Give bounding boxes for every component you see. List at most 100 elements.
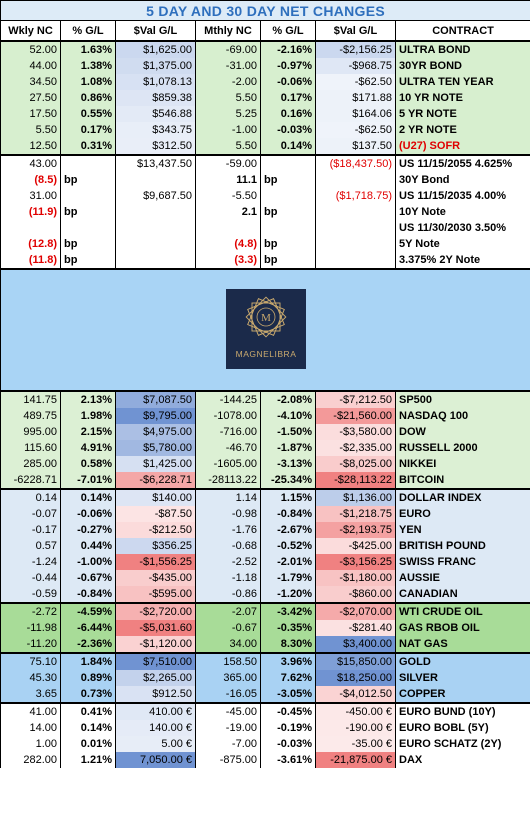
value-cell: -0.03% — [260, 736, 316, 752]
table-row: 489.75 1.98% $9,795.00 -1078.00 -4.10% -$21,5… — [0, 408, 530, 424]
contract-name: RUSSELL 2000 — [394, 440, 530, 456]
table-row: 44.00 1.38% $1,375.00 -31.00 -0.97% -$968.75 3… — [0, 58, 530, 74]
value-cell: -$1,218.75 — [315, 506, 396, 522]
value-cell: -$968.75 — [315, 58, 396, 74]
value-cell: -45.00 — [195, 702, 261, 720]
value-cell: -$1,556.25 — [115, 554, 196, 570]
value-cell: -$2,070.00 — [315, 602, 396, 620]
contract-name: DAX — [394, 752, 530, 768]
contract-name: (U27) SOFR — [394, 138, 530, 155]
value-cell: -11.98 — [0, 620, 61, 636]
value-cell: bp — [260, 204, 316, 220]
contract-name: SILVER — [394, 670, 530, 686]
column-header: Mthly NC — [195, 20, 261, 42]
contract-name: 3.375% 2Y Note — [394, 252, 530, 269]
value-cell: -0.97% — [260, 58, 316, 74]
svg-text:M: M — [261, 312, 271, 324]
value-cell — [315, 220, 396, 236]
value-cell: bp — [260, 236, 316, 252]
value-cell: -2.00 — [195, 74, 261, 90]
value-cell: -$212.50 — [115, 522, 196, 538]
value-cell: -0.27% — [60, 522, 116, 538]
value-cell: 43.00 — [0, 154, 61, 172]
value-cell: -$8,025.00 — [315, 456, 396, 472]
value-cell: -$3,580.00 — [315, 424, 396, 440]
value-cell: -35.00 € — [315, 736, 396, 752]
value-cell: bp — [60, 236, 116, 252]
value-cell: 141.75 — [0, 390, 61, 408]
contract-name: COPPER — [394, 686, 530, 703]
value-cell: ($18,437.50) — [315, 154, 396, 172]
value-cell: 17.50 — [0, 106, 61, 122]
value-cell: -0.59 — [0, 586, 61, 603]
value-cell: -0.03% — [260, 122, 316, 138]
value-cell: 1.38% — [60, 58, 116, 74]
value-cell: -$87.50 — [115, 506, 196, 522]
value-cell: 14.00 — [0, 720, 61, 736]
value-cell: 41.00 — [0, 702, 61, 720]
value-cell: -46.70 — [195, 440, 261, 456]
value-cell: $140.00 — [115, 488, 196, 506]
value-cell: -3.61% — [260, 752, 316, 768]
value-cell: -0.84% — [60, 586, 116, 603]
value-cell: 0.01% — [60, 736, 116, 752]
table-row: 27.50 0.86% $859.38 5.50 0.17% $171.88 10 YR N… — [0, 90, 530, 106]
value-cell: 7,050.00 € — [115, 752, 196, 768]
value-cell: -0.98 — [195, 506, 261, 522]
value-cell: $164.06 — [315, 106, 396, 122]
table-row: 52.00 1.63% $1,625.00 -69.00 -2.16% -$2,156.2… — [0, 40, 530, 58]
value-cell: $5,780.00 — [115, 440, 196, 456]
value-cell: 0.55% — [60, 106, 116, 122]
value-cell: -0.68 — [195, 538, 261, 554]
value-cell: -450.00 € — [315, 702, 396, 720]
value-cell: -0.06% — [260, 74, 316, 90]
value-cell: -1.18 — [195, 570, 261, 586]
value-cell: 34.00 — [195, 636, 261, 653]
value-cell: (11.9) — [0, 204, 61, 220]
value-cell: $356.25 — [115, 538, 196, 554]
contract-name: ULTRA TEN YEAR — [394, 74, 530, 90]
value-cell: 365.00 — [195, 670, 261, 686]
value-cell: 0.57 — [0, 538, 61, 554]
table-row: 17.50 0.55% $546.88 5.25 0.16% $164.06 5 YR NO… — [0, 106, 530, 122]
value-cell: -1.00 — [195, 122, 261, 138]
value-cell: -$5,031.60 — [115, 620, 196, 636]
value-cell: $9,795.00 — [115, 408, 196, 424]
value-cell: -1.76 — [195, 522, 261, 538]
contract-name: 2 YR NOTE — [394, 122, 530, 138]
value-cell: -$435.00 — [115, 570, 196, 586]
value-cell: 995.00 — [0, 424, 61, 440]
value-cell: 0.58% — [60, 456, 116, 472]
column-header: CONTRACT — [394, 20, 530, 42]
value-cell: bp — [260, 172, 316, 188]
value-cell: 12.50 — [0, 138, 61, 155]
table-row: 5.50 0.17% $343.75 -1.00 -0.03% -$62.50 2 YR N… — [0, 122, 530, 138]
value-cell: -5.50 — [195, 188, 261, 204]
value-cell: 44.00 — [0, 58, 61, 74]
value-cell: $1,078.13 — [115, 74, 196, 90]
value-cell: ($1,718.75) — [315, 188, 396, 204]
value-cell: -$4,012.50 — [315, 686, 396, 703]
header-row: Wkly NC% G/L $Val G/L Mthly NC% G/L $Val G/… — [0, 20, 530, 42]
value-cell: 1.14 — [195, 488, 261, 506]
value-cell: -6228.71 — [0, 472, 61, 489]
value-cell: $1,136.00 — [315, 488, 396, 506]
contract-name: GAS RBOB OIL — [394, 620, 530, 636]
value-cell: -1.00% — [60, 554, 116, 570]
value-cell: -144.25 — [195, 390, 261, 408]
contract-name: WTI CRUDE OIL — [394, 602, 530, 620]
logo: M MAGNELIBRA — [225, 288, 306, 369]
column-header: % G/L — [260, 20, 316, 42]
value-cell: (11.8) — [0, 252, 61, 269]
value-cell: $312.50 — [115, 138, 196, 155]
table-row: 0.57 0.44% $356.25 -0.68 -0.52% -$425.00 BRITI… — [0, 538, 530, 554]
value-cell: 0.14% — [60, 488, 116, 506]
value-cell: -$7,212.50 — [315, 390, 396, 408]
value-cell: 0.16% — [260, 106, 316, 122]
value-cell: -2.08% — [260, 390, 316, 408]
table-row: (11.9) bp 2.1 bp 10Y Note — [0, 204, 530, 220]
value-cell: 0.89% — [60, 670, 116, 686]
value-cell: 8.30% — [260, 636, 316, 653]
value-cell: -$62.50 — [315, 74, 396, 90]
